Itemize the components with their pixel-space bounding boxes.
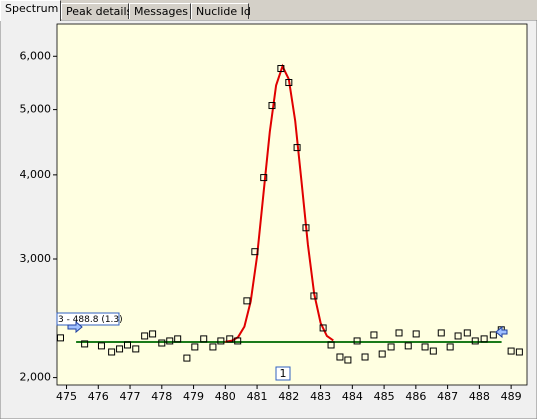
data-point bbox=[293, 144, 301, 152]
data-point bbox=[226, 335, 234, 343]
data-point bbox=[149, 330, 157, 338]
y-tick-label: 6,000 bbox=[20, 49, 52, 62]
data-point bbox=[421, 343, 429, 351]
data-point bbox=[200, 335, 208, 343]
x-tick-label: 477 bbox=[120, 390, 141, 403]
x-tick-label: 480 bbox=[215, 390, 236, 403]
tab[interactable]: Peak details bbox=[61, 3, 132, 19]
data-point bbox=[327, 341, 335, 349]
x-tick-label: 479 bbox=[183, 390, 204, 403]
data-point bbox=[183, 354, 191, 362]
data-point bbox=[260, 174, 268, 182]
data-point bbox=[404, 342, 412, 350]
x-tick-label: 486 bbox=[405, 390, 426, 403]
data-point bbox=[217, 337, 225, 345]
region-label-box bbox=[56, 312, 120, 326]
x-tick-label: 487 bbox=[437, 390, 458, 403]
data-point bbox=[234, 337, 242, 345]
x-tick-label: 475 bbox=[56, 390, 77, 403]
x-tick-label: 483 bbox=[310, 390, 331, 403]
data-point bbox=[158, 339, 166, 347]
data-point bbox=[209, 343, 217, 351]
data-point bbox=[166, 337, 174, 345]
data-point bbox=[141, 332, 149, 340]
data-point bbox=[429, 347, 437, 355]
data-point bbox=[480, 335, 488, 343]
data-point bbox=[56, 334, 64, 342]
tab[interactable]: Spectrum bbox=[0, 0, 61, 21]
x-tick-label: 481 bbox=[247, 390, 268, 403]
data-point bbox=[116, 345, 124, 353]
x-tick-label: 476 bbox=[88, 390, 109, 403]
data-point bbox=[507, 347, 515, 355]
data-point bbox=[132, 345, 140, 353]
x-tick-label: 485 bbox=[374, 390, 395, 403]
data-point bbox=[124, 341, 131, 349]
peak-label-box bbox=[275, 366, 291, 381]
x-tick-label: 482 bbox=[278, 390, 299, 403]
data-point bbox=[446, 343, 454, 351]
data-point bbox=[302, 224, 310, 232]
data-point bbox=[489, 331, 497, 339]
data-point bbox=[344, 356, 352, 364]
data-point bbox=[361, 353, 369, 361]
chart: 2,000 3,000 4,000 5,000 6,000 475 476 477 478 479… bbox=[0, 20, 537, 419]
data-point bbox=[191, 343, 199, 351]
peak-label: 1 bbox=[280, 367, 287, 380]
y-tick-label: 4,000 bbox=[20, 168, 52, 181]
y-tick-label: 2,000 bbox=[20, 371, 52, 384]
data-point bbox=[378, 350, 386, 358]
tab[interactable]: Nuclide Id bbox=[191, 3, 251, 19]
data-point bbox=[285, 79, 293, 87]
x-tick-label: 489 bbox=[501, 390, 522, 403]
data-point bbox=[387, 343, 395, 351]
x-tick-label: 478 bbox=[151, 390, 172, 403]
y-tick-label: 5,000 bbox=[20, 103, 52, 116]
data-point bbox=[277, 65, 285, 73]
region-marker bbox=[67, 320, 83, 334]
data-point bbox=[370, 331, 378, 339]
data-point bbox=[412, 330, 420, 338]
region-label: 3 - 488.8 (1.3) bbox=[58, 315, 123, 325]
data-point bbox=[395, 329, 403, 337]
data-point bbox=[319, 324, 327, 332]
region-marker bbox=[495, 325, 508, 339]
data-point bbox=[108, 348, 116, 356]
data-point bbox=[471, 337, 479, 345]
data-point bbox=[353, 337, 361, 345]
tab[interactable]: Messages bbox=[129, 3, 191, 19]
data-point bbox=[251, 248, 259, 256]
data-point bbox=[81, 340, 89, 348]
x-tick-label: 488 bbox=[469, 390, 490, 403]
data-point bbox=[463, 329, 471, 337]
data-point bbox=[437, 329, 445, 337]
y-tick-label: 3,000 bbox=[20, 252, 52, 265]
data-point bbox=[268, 102, 276, 110]
plot-area bbox=[56, 23, 528, 386]
data-point bbox=[174, 335, 182, 343]
data-point bbox=[310, 292, 318, 300]
data-point bbox=[243, 297, 251, 305]
data-point bbox=[515, 348, 523, 356]
data-point bbox=[97, 342, 105, 350]
x-tick-label: 484 bbox=[342, 390, 363, 403]
data-point bbox=[336, 353, 344, 361]
data-point bbox=[454, 332, 462, 340]
